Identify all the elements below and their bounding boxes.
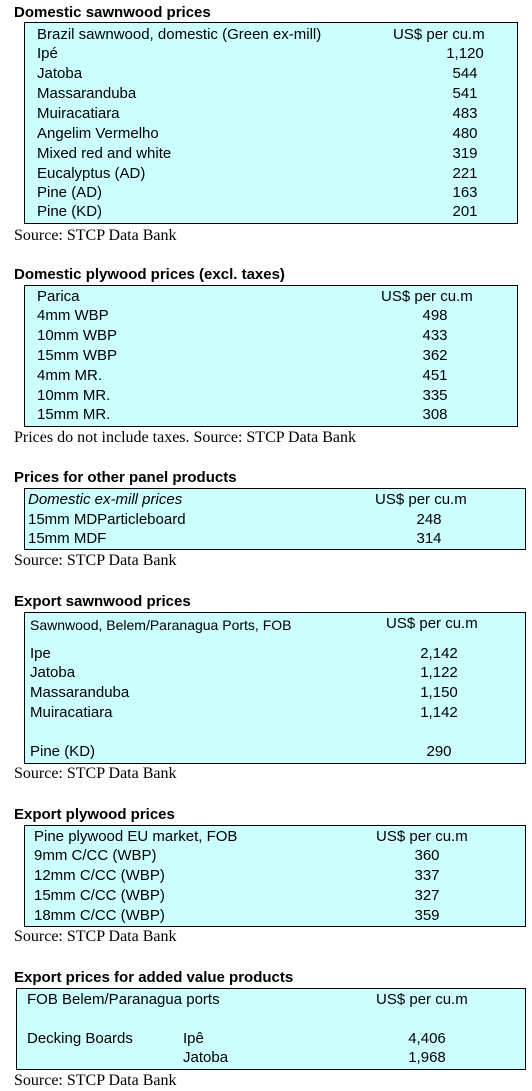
table-row-value: 4,406: [408, 1030, 446, 1047]
table-row-label: Muiracatiara: [37, 105, 120, 122]
table-row-label: Pine (KD): [30, 743, 96, 760]
table-row-value: 360: [414, 847, 440, 864]
column-header-label: Domestic ex-mill prices: [28, 491, 183, 508]
section-heading-export-plywood: Export plywood prices: [14, 806, 175, 823]
table-row-label: 15mm C/CC (WBP): [34, 887, 165, 904]
table-row-value: 335: [422, 387, 448, 404]
table-row-label: 10mm WBP: [37, 327, 118, 344]
table-row-value: 1,120: [446, 45, 484, 62]
table-row-value: 433: [422, 327, 448, 344]
source-note: Source: STCP Data Bank: [14, 765, 177, 782]
table-row-value: 248: [416, 511, 442, 528]
table-row-label: Jatoba: [37, 65, 83, 82]
table-row-value: 541: [452, 85, 478, 102]
source-note: Prices do not include taxes. Source: STC…: [14, 429, 357, 446]
column-header-label: Pine plywood EU market, FOB: [34, 828, 238, 845]
price-table-added-value: FOB Belem/Paranagua ports US$ per cu.m D…: [16, 988, 526, 1070]
table-row-value: 451: [422, 367, 448, 384]
column-header-label: Parica: [37, 288, 80, 305]
table-row-label: Muiracatiara: [30, 704, 113, 721]
table-row-label: Mixed red and white: [37, 145, 172, 162]
table-row-label: 15mm MDParticleboard: [28, 511, 186, 528]
table-row-label: 15mm MR.: [37, 406, 111, 423]
table-row-value: 201: [452, 203, 478, 220]
table-row-label: Jatoba: [30, 664, 76, 681]
source-note: Source: STCP Data Bank: [14, 1072, 177, 1089]
table-row-label: Ipe: [30, 645, 51, 662]
price-table-export-sawnwood: Sawnwood, Belem/Paranagua Ports, FOB US$…: [24, 612, 526, 764]
column-header-label: Sawnwood, Belem/Paranagua Ports, FOB: [30, 617, 292, 633]
table-row-value: 1,122: [420, 664, 458, 681]
section-heading-added-value: Export prices for added value products: [14, 969, 294, 986]
table-row-label: 18mm C/CC (WBP): [34, 907, 165, 924]
column-header-value: US$ per cu.m: [376, 991, 468, 1008]
source-note: Source: STCP Data Bank: [14, 552, 177, 569]
table-row-label: 4mm WBP: [37, 307, 109, 324]
table-row-value: 308: [422, 406, 448, 423]
table-row-label: 15mm WBP: [37, 347, 118, 364]
table-row-value: 480: [452, 125, 478, 142]
table-row-label: 10mm MR.: [37, 387, 111, 404]
column-header-value: US$ per cu.m: [386, 615, 478, 632]
table-row-value: 498: [422, 307, 448, 324]
table-row-value: 327: [414, 887, 440, 904]
table-row-label: Angelim Vermelho: [37, 125, 159, 142]
section-heading-domestic-plywood: Domestic plywood prices (excl. taxes): [14, 266, 285, 283]
price-table-domestic-plywood: Parica US$ per cu.m 4mm WBP 498 10mm WBP…: [24, 285, 518, 427]
table-row-value: 1,142: [420, 704, 458, 721]
table-row-label: 12mm C/CC (WBP): [34, 867, 165, 884]
table-row-value: 290: [426, 743, 452, 760]
source-note: Source: STCP Data Bank: [14, 227, 177, 244]
section-heading-other-panels: Prices for other panel products: [14, 469, 237, 486]
table-row-value: 483: [452, 105, 478, 122]
table-row-value: 221: [452, 165, 478, 182]
price-table-domestic-sawnwood: Brazil sawnwood, domestic (Green ex-mill…: [24, 22, 518, 224]
table-row-label: Jatoba: [183, 1049, 229, 1066]
table-row-label: Massaranduba: [30, 684, 130, 701]
section-heading-domestic-sawnwood: Domestic sawnwood prices: [14, 4, 211, 21]
column-header-label: Brazil sawnwood, domestic (Green ex-mill…: [37, 26, 322, 43]
source-note: Source: STCP Data Bank: [14, 928, 177, 945]
table-row-label: Ipé: [37, 45, 58, 62]
table-row-value: 1,968: [408, 1049, 446, 1066]
section-heading-export-sawnwood: Export sawnwood prices: [14, 593, 191, 610]
table-row-value: 362: [422, 347, 448, 364]
table-row-label: 9mm C/CC (WBP): [34, 847, 157, 864]
table-row-label: Massaranduba: [37, 85, 137, 102]
table-row-label: 4mm MR.: [37, 367, 102, 384]
table-row-value: 314: [416, 530, 442, 547]
column-header-value: US$ per cu.m: [393, 26, 485, 43]
table-row-value: 359: [414, 907, 440, 924]
column-header-label: FOB Belem/Paranagua ports: [27, 991, 220, 1008]
table-row-value: 2,142: [420, 645, 458, 662]
table-row-label: Pine (KD): [37, 203, 103, 220]
price-table-other-panels: Domestic ex-mill prices US$ per cu.m 15m…: [24, 488, 526, 550]
table-row-value: 163: [452, 184, 478, 201]
table-row-value: 337: [414, 867, 440, 884]
table-row-value: 1,150: [420, 684, 458, 701]
table-row-label: Pine (AD): [37, 184, 103, 201]
table-row-value: 544: [452, 65, 478, 82]
column-header-value: US$ per cu.m: [375, 491, 467, 508]
table-row-label: Eucalyptus (AD): [37, 165, 146, 182]
product-group-label: Decking Boards: [27, 1030, 133, 1047]
table-row-label: Ipê: [183, 1030, 204, 1047]
column-header-value: US$ per cu.m: [376, 828, 468, 845]
column-header-value: US$ per cu.m: [381, 288, 473, 305]
table-row-label: 15mm MDF: [28, 530, 107, 547]
price-table-export-plywood: Pine plywood EU market, FOB US$ per cu.m…: [24, 825, 526, 927]
table-row-value: 319: [452, 145, 478, 162]
